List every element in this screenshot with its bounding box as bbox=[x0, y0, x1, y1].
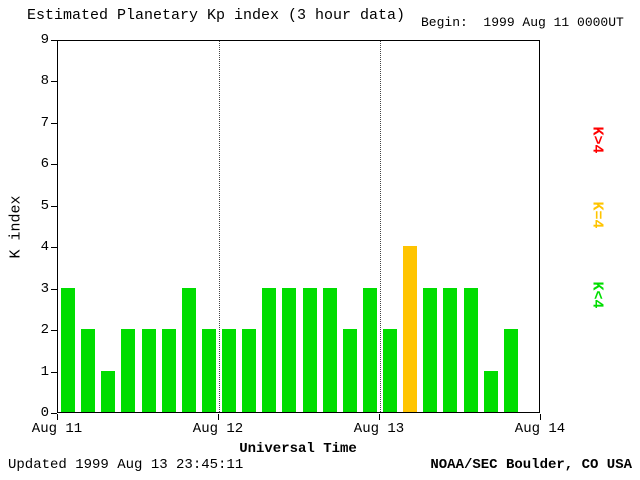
kp-bar bbox=[282, 287, 297, 412]
y-axis-tick bbox=[51, 288, 57, 290]
x-axis-tick-label: Aug 12 bbox=[192, 421, 244, 437]
kp-bar bbox=[423, 287, 438, 412]
y-axis-tick-label: 9 bbox=[40, 32, 49, 48]
y-axis-tick-label: 6 bbox=[40, 156, 49, 173]
legend-item: K<4 bbox=[588, 281, 606, 309]
kp-bar bbox=[81, 329, 96, 412]
y-axis-tick-label: 8 bbox=[40, 73, 49, 90]
legend-item: K>4 bbox=[588, 126, 606, 154]
kp-bar bbox=[342, 329, 357, 412]
kp-bar bbox=[242, 329, 257, 412]
kp-bar bbox=[61, 287, 76, 412]
kp-bar bbox=[201, 329, 216, 412]
legend-item: K=4 bbox=[588, 201, 606, 229]
x-axis-tick bbox=[57, 414, 58, 420]
x-axis-tick bbox=[218, 414, 219, 420]
y-axis-tick bbox=[51, 413, 57, 414]
kp-bar bbox=[262, 287, 277, 412]
kp-bar bbox=[101, 370, 116, 412]
y-axis-tick-label: 2 bbox=[40, 322, 49, 339]
x-axis-tick bbox=[540, 414, 541, 420]
day-boundary-line bbox=[380, 41, 381, 412]
x-axis-title: Universal Time bbox=[239, 441, 357, 457]
kp-bar bbox=[181, 287, 196, 412]
plot-area bbox=[57, 40, 540, 413]
x-axis-tick-label: Aug 11 bbox=[31, 421, 83, 437]
kp-bar bbox=[443, 287, 458, 412]
y-axis-tick-label: 7 bbox=[40, 114, 49, 131]
kp-bar bbox=[141, 329, 156, 412]
y-axis-tick bbox=[51, 81, 57, 83]
kp-bar bbox=[222, 329, 237, 412]
kp-bar bbox=[121, 329, 136, 412]
kp-bar bbox=[322, 287, 337, 412]
y-axis-tick bbox=[51, 247, 57, 249]
y-axis-tick-label: 1 bbox=[40, 363, 49, 380]
chart-title: Estimated Planetary Kp index (3 hour dat… bbox=[27, 7, 406, 24]
y-axis-tick-label: 0 bbox=[40, 405, 49, 421]
y-axis-tick-label: 4 bbox=[40, 239, 49, 256]
kp-bar bbox=[161, 329, 176, 412]
kp-bar bbox=[362, 287, 377, 412]
begin-timestamp-label: Begin: 1999 Aug 11 0000UT bbox=[421, 15, 624, 30]
y-axis-tick bbox=[51, 371, 57, 373]
kp-bar bbox=[503, 329, 518, 412]
kp-bar bbox=[463, 287, 478, 412]
y-axis-tick-label: 5 bbox=[40, 197, 49, 214]
y-axis-tick bbox=[51, 122, 57, 124]
source-credit: NOAA/SEC Boulder, CO USA bbox=[430, 457, 632, 473]
kp-bar bbox=[403, 246, 418, 412]
x-axis-tick bbox=[379, 414, 380, 420]
kp-bar bbox=[383, 329, 398, 412]
y-axis-tick bbox=[51, 205, 57, 207]
kp-bar bbox=[302, 287, 317, 412]
x-axis-tick-label: Aug 14 bbox=[514, 421, 566, 437]
y-axis-tick bbox=[51, 164, 57, 166]
y-axis-tick bbox=[51, 330, 57, 332]
y-axis-tick-label: 3 bbox=[40, 280, 49, 297]
x-axis-tick-label: Aug 13 bbox=[353, 421, 405, 437]
y-axis-tick bbox=[51, 40, 57, 41]
y-axis-title: K index bbox=[7, 195, 25, 259]
kp-bar bbox=[483, 370, 498, 412]
updated-timestamp: Updated 1999 Aug 13 23:45:11 bbox=[8, 457, 244, 473]
day-boundary-line bbox=[219, 41, 220, 412]
